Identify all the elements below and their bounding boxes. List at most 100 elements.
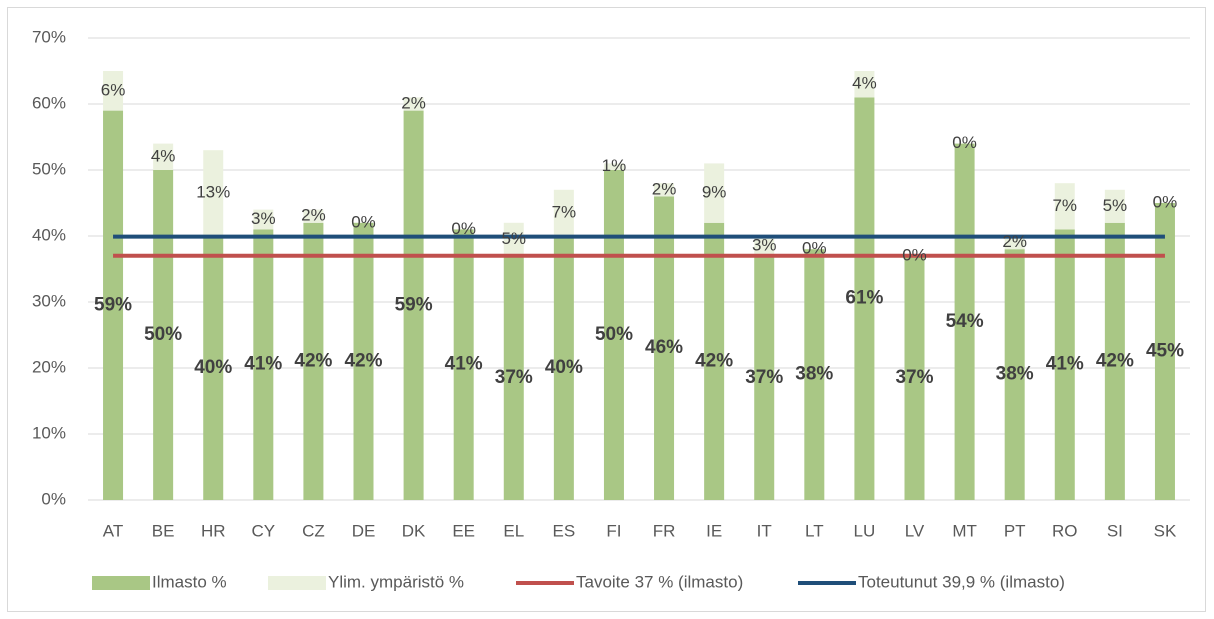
bar-segment [704,163,725,223]
data-label: 3% [752,235,777,254]
bar-segment [303,222,324,501]
y-tick-label: 20% [32,357,66,376]
x-tick-label: ES [553,521,576,540]
bar-segment [553,236,574,500]
x-tick-label: IT [757,521,772,540]
bar-segment [153,143,174,170]
bar-segment [503,222,524,256]
bar-segment [1104,222,1125,501]
data-label: 1% [602,156,627,175]
bar-segment [654,196,675,500]
bar-segment [904,255,925,500]
bar-segment [954,143,975,500]
bar-segment [203,150,224,236]
data-label: 0% [902,245,927,264]
data-label: 61% [845,288,883,309]
data-label: 0% [451,219,476,238]
legend-label: Ilmasto % [152,572,227,591]
data-label: 4% [151,146,176,165]
data-label: 40% [194,357,232,378]
data-label: 2% [1002,232,1027,251]
bar-segment [603,163,624,170]
y-tick-label: 60% [32,93,66,112]
bar-segment [1154,203,1175,500]
data-label: 2% [401,93,426,112]
data-label: 6% [101,80,126,99]
y-tick-label: 30% [32,291,66,310]
data-label: 0% [802,239,827,258]
data-label: 50% [595,324,633,345]
data-label: 54% [946,311,984,332]
bar-segment [103,110,124,500]
data-label: 46% [645,337,683,358]
bar-segment [203,236,224,500]
data-label: 7% [552,202,577,221]
bar-segment [1004,249,1025,500]
data-label: 59% [94,294,132,315]
bar-segment [1104,189,1125,223]
bar-segment [353,222,374,501]
data-label: 41% [445,354,483,375]
bar-segment [303,209,324,223]
x-tick-label: AT [103,521,123,540]
data-label: 42% [344,350,382,371]
bar-segment [854,97,875,501]
bar-segment [253,229,274,500]
bar-segment [1054,183,1075,230]
bar-segment [603,170,624,500]
data-label: 37% [495,367,533,388]
data-label: 40% [545,357,583,378]
y-tick-label: 10% [32,423,66,442]
data-label: 41% [244,354,282,375]
bar-segment [103,71,124,111]
data-label: 37% [895,367,933,388]
data-label: 50% [144,324,182,345]
x-tick-label: FR [653,521,676,540]
bar-segment [453,229,474,500]
y-tick-label: 0% [41,489,66,508]
x-tick-label: CZ [302,521,325,540]
x-tick-label: EE [452,521,475,540]
data-label: 7% [1052,196,1077,215]
data-label: 5% [501,229,526,248]
data-label: 38% [795,364,833,385]
y-tick-label: 50% [32,159,66,178]
x-tick-label: LT [805,521,824,540]
legend-label: Ylim. ympäristö % [328,572,464,591]
bar-segment [153,170,174,500]
data-label: 0% [952,133,977,152]
x-tick-label: SI [1107,521,1123,540]
legend-label: Toteutunut 39,9 % (ilmasto) [858,572,1065,591]
x-tick-label: RO [1052,521,1078,540]
data-label: 0% [1153,192,1178,211]
bar-segment [403,110,424,500]
data-label: 42% [695,350,733,371]
data-label: 38% [996,364,1034,385]
y-tick-label: 40% [32,225,66,244]
bar-segment [704,222,725,501]
bar-segment [503,255,524,500]
bar-segment [854,71,875,98]
data-label: 13% [196,183,230,202]
bar-segment [804,249,825,500]
data-label: 37% [745,367,783,388]
data-label: 42% [294,350,332,371]
data-label: 2% [301,206,326,225]
bar-segment [654,183,675,197]
x-tick-label: IE [706,521,722,540]
data-label: 59% [395,294,433,315]
bar-segment [1004,236,1025,250]
bar-segment [553,189,574,236]
x-tick-label: LV [905,521,925,540]
legend-swatch [268,576,326,590]
bar-segment [253,209,274,230]
bar-segment [1054,229,1075,500]
x-tick-label: SK [1154,521,1177,540]
x-tick-label: MT [952,521,977,540]
data-label: 3% [251,209,276,228]
x-tick-label: PT [1004,521,1026,540]
x-tick-label: EL [503,521,524,540]
bar-segment [403,97,424,111]
